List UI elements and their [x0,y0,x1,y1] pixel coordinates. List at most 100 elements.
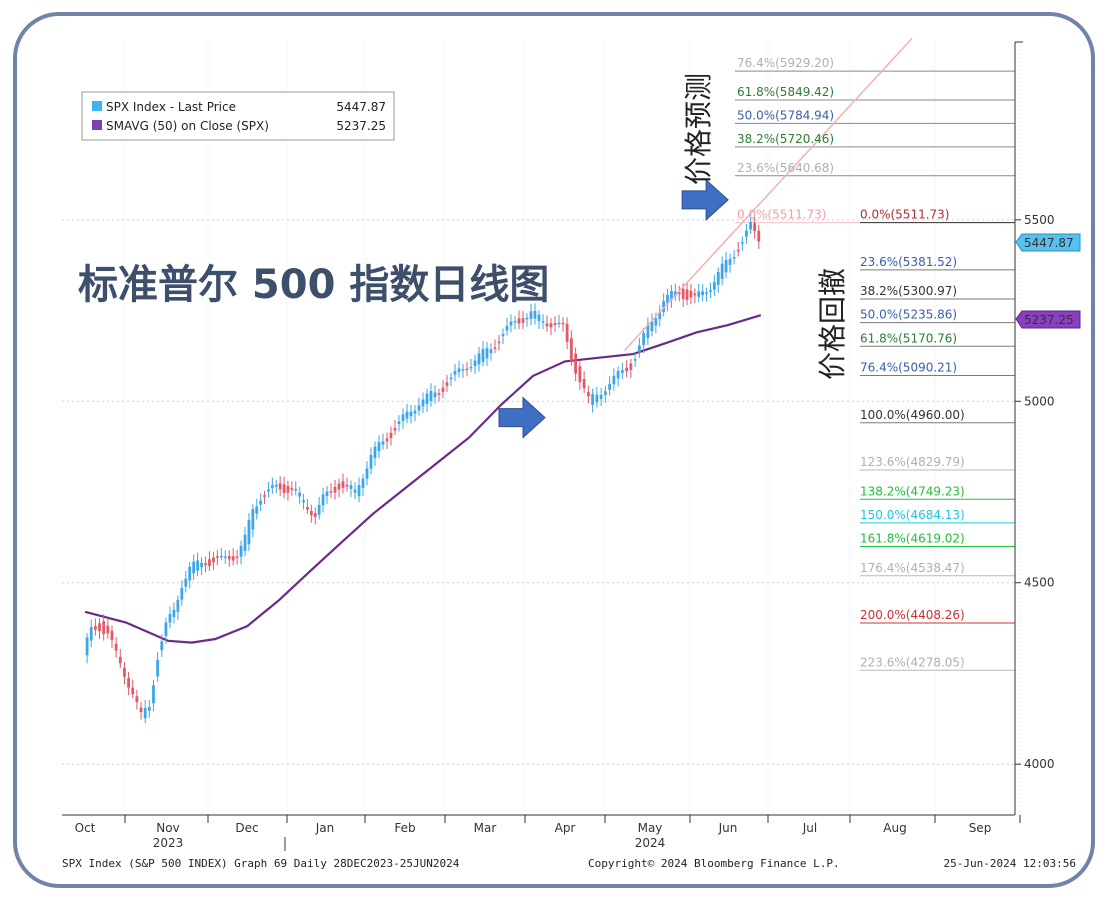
candle [658,305,662,327]
candle [127,671,130,695]
x-tick-label-nov: Nov [156,821,179,835]
x-tick-label-may: May [638,821,663,835]
candle [724,252,728,278]
candle [437,388,441,402]
candle [212,551,215,571]
candle [361,474,365,496]
candle [697,283,701,303]
candle [259,493,263,512]
candle [740,236,744,251]
fib-forecast-label-3: 38.2%(5720.46) [737,132,834,146]
candle [545,315,549,332]
candle [441,380,445,399]
x-year-label-2024: 2024 [635,836,666,850]
candle [219,547,223,561]
candle [274,480,278,494]
fib-retracement-label-2: 38.2%(5300.97) [860,284,957,298]
candle [156,651,160,682]
legend-swatch-price [92,101,102,111]
grid [62,42,1021,815]
candle [409,405,413,424]
candle [469,358,473,373]
candle [646,317,650,346]
footer-left: SPX Index (S&P 500 INDEX) Graph 69 Daily… [62,857,460,870]
candle [243,526,247,557]
candle [429,383,433,407]
candle [208,551,211,571]
candle [625,360,629,378]
candle [329,483,333,498]
fib-retracement-label-3: 50.0%(5235.86) [860,308,957,322]
candle [701,284,705,302]
legend-price-value: 5447.87 [336,100,386,114]
candle [433,385,437,404]
candle [98,618,101,640]
candle [247,513,251,552]
candle [453,363,457,382]
candle [93,618,97,636]
candle [689,284,693,305]
candle [239,540,243,565]
candle [114,637,118,658]
candle [263,490,266,505]
annotation-forecast: 价格预测 [682,73,715,185]
candle [413,405,417,422]
candle [377,435,381,459]
x-tick-label-dec: Dec [235,821,258,835]
fib-retracement-label-8: 138.2%(4749.23) [860,484,965,498]
candle [565,317,569,350]
candle [278,476,282,497]
fib-retracement-label-0: 0.0%(5511.73) [860,208,949,222]
candle [290,481,294,496]
fib-retracement-label-11: 176.4%(4538.47) [860,561,965,575]
candle [102,614,106,641]
x-year-label-2023: 2023 [153,836,184,850]
candle [385,432,389,450]
candle [188,562,192,589]
candle [357,477,361,503]
candle [118,648,122,669]
x-tick-label-oct: Oct [75,821,96,835]
fib-retracement-label-1: 23.6%(5381.52) [860,255,957,269]
candle [267,482,270,498]
axes: 4000 4500 5000 5500 Oct Nov Dec Jan Feb Mar Apr May… [62,41,1055,851]
candle [705,287,708,302]
y-tick-label-3: 5500 [1024,213,1055,227]
candle [282,476,286,499]
candle [325,486,329,504]
candle [497,335,501,351]
fib-forecast-label-1: 61.8%(5849.42) [737,85,834,99]
candle [753,217,757,239]
candle [642,327,646,353]
trend-line [623,37,913,351]
fib-retracement-label-12: 200.0%(4408.26) [860,608,965,622]
candle [513,316,517,330]
fib-forecast-label-2: 50.0%(5784.94) [737,108,834,122]
candle [578,360,582,390]
candle [345,477,349,492]
candle [557,314,561,328]
fib-retracement-label-7: 123.6%(4829.79) [860,455,965,469]
candle [298,486,302,505]
candle [425,388,429,413]
sma-line [84,314,762,644]
candle [89,619,93,647]
candle [389,426,393,446]
footer-right: 25-Jun-2024 12:03:56 [944,857,1076,870]
candle [620,362,624,379]
candle [561,317,565,332]
candle [608,376,612,396]
candle [525,313,529,327]
x-tick-label-apr: Apr [555,821,576,835]
candle [533,303,537,325]
legend-price-name: SPX Index - Last Price [106,100,236,114]
candle [143,700,147,724]
candle [457,360,461,378]
candle [666,288,669,312]
candle [168,606,172,629]
candle [333,479,337,500]
candle [313,507,317,525]
candle [485,341,489,366]
candle [574,347,578,382]
